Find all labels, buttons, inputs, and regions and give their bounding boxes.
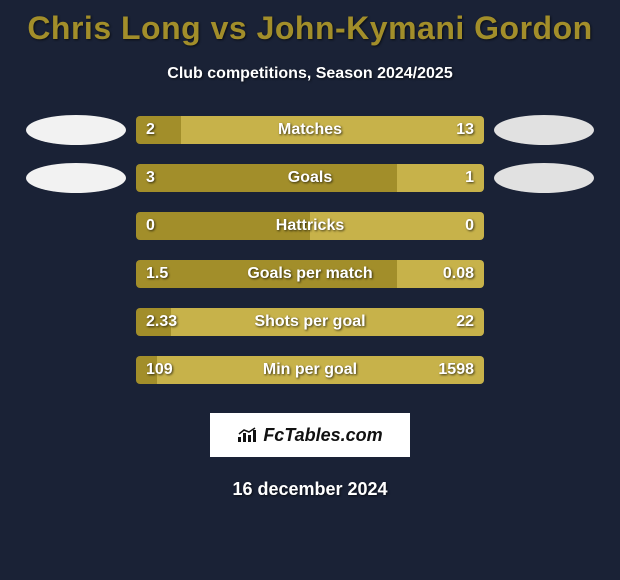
stat-row: 1.5 0.08 Goals per match xyxy=(0,259,620,289)
stat-bar: 109 1598 Min per goal xyxy=(136,356,484,384)
fctables-logo: FcTables.com xyxy=(210,413,410,457)
avatar-spacer xyxy=(26,355,126,385)
stat-value-a: 3 xyxy=(146,169,155,187)
avatar-spacer xyxy=(494,355,594,385)
stat-label: Goals per match xyxy=(247,265,372,283)
stat-label: Shots per goal xyxy=(254,313,365,331)
stat-row: 2.33 22 Shots per goal xyxy=(0,307,620,337)
stat-value-a: 2.33 xyxy=(146,313,177,331)
subtitle: Club competitions, Season 2024/2025 xyxy=(0,65,620,83)
avatar-spacer xyxy=(494,259,594,289)
stat-row: 109 1598 Min per goal xyxy=(0,355,620,385)
avatar-spacer xyxy=(26,259,126,289)
stat-label: Hattricks xyxy=(276,217,344,235)
player-b-name: John-Kymani Gordon xyxy=(257,10,593,46)
stat-bar: 2 13 Matches xyxy=(136,116,484,144)
stat-bar-segment-a xyxy=(136,164,397,192)
avatar-spacer xyxy=(494,211,594,241)
stat-bar-segment-a xyxy=(136,116,181,144)
stat-label: Goals xyxy=(288,169,332,187)
chart-icon xyxy=(237,427,259,443)
stat-label: Matches xyxy=(278,121,342,139)
stat-row: 2 13 Matches xyxy=(0,115,620,145)
stat-value-b: 0.08 xyxy=(443,265,474,283)
stat-bar: 2.33 22 Shots per goal xyxy=(136,308,484,336)
player-a-avatar xyxy=(26,115,126,145)
avatar-spacer xyxy=(26,307,126,337)
stat-bar: 0 0 Hattricks xyxy=(136,212,484,240)
player-b-avatar xyxy=(494,163,594,193)
stat-value-b: 13 xyxy=(456,121,474,139)
stat-value-b: 0 xyxy=(465,217,474,235)
stat-bar: 3 1 Goals xyxy=(136,164,484,192)
stat-row: 0 0 Hattricks xyxy=(0,211,620,241)
avatar-spacer xyxy=(26,211,126,241)
player-a-name: Chris Long xyxy=(27,10,201,46)
stat-row: 3 1 Goals xyxy=(0,163,620,193)
avatar-spacer xyxy=(494,307,594,337)
stat-bar: 1.5 0.08 Goals per match xyxy=(136,260,484,288)
stat-value-b: 1 xyxy=(465,169,474,187)
stat-label: Min per goal xyxy=(263,361,357,379)
player-a-avatar xyxy=(26,163,126,193)
logo-text: FcTables.com xyxy=(263,425,382,446)
player-b-avatar xyxy=(494,115,594,145)
stats-container: 2 13 Matches 3 1 Goals 0 0 Hattricks 1.5 0.08 Goals… xyxy=(0,103,620,391)
page-title: Chris Long vs John-Kymani Gordon xyxy=(0,0,620,47)
stat-value-a: 109 xyxy=(146,361,173,379)
date-label: 16 december 2024 xyxy=(0,479,620,500)
stat-value-b: 1598 xyxy=(438,361,474,379)
stat-value-a: 0 xyxy=(146,217,155,235)
title-vs: vs xyxy=(211,10,257,46)
stat-value-b: 22 xyxy=(456,313,474,331)
stat-value-a: 1.5 xyxy=(146,265,168,283)
stat-value-a: 2 xyxy=(146,121,155,139)
